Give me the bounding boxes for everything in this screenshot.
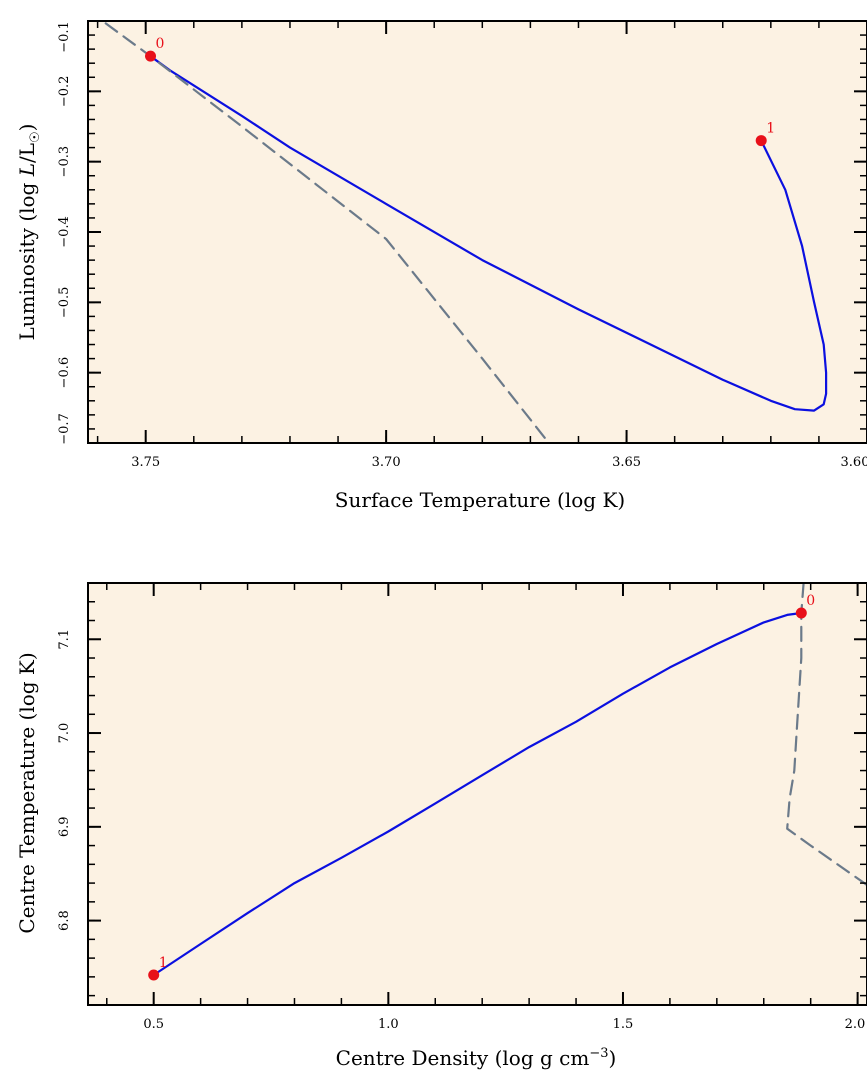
top-panel-plot: 0 1 3.75 3.70 3.65 3.60 −0.7 −0.6 −0.5 −0.4 −0.3 −… — [15, 20, 867, 512]
top-panel-background — [88, 21, 867, 443]
bottom-panel-background — [88, 583, 867, 1005]
top-panel-x-tick-label: 3.60 — [841, 455, 867, 470]
bottom-panel-x-axis-title: Centre Density (log g cm−3) — [336, 1046, 617, 1070]
bottom-panel-y-axis-title: Centre Temperature (log K) — [15, 652, 39, 933]
top-panel-frame — [87, 20, 867, 444]
bottom-panel-y-tick-label: 6.9 — [57, 816, 72, 837]
bottom-panel-x-tick-label: 2.0 — [845, 1017, 866, 1032]
bottom-panel-point-0 — [795, 607, 807, 619]
top-panel-y-tick-label: −0.7 — [57, 413, 72, 445]
top-panel-y-tick-label: −0.4 — [57, 216, 72, 248]
top-panel-y-axis-title: Luminosity (log L/L☉) — [15, 124, 43, 341]
bottom-panel-evolution-track-line — [152, 611, 803, 977]
top-panel-point-label-1: 1 — [766, 121, 775, 137]
top-panel-x-tick-label: 3.65 — [612, 455, 641, 470]
top-panel-y-tick-label: −0.3 — [57, 146, 72, 178]
top-panel-x-tick-label: 3.75 — [131, 455, 160, 470]
bottom-panel-y-tick-label: 7.1 — [57, 629, 72, 650]
top-panel-y-tick-label: −0.5 — [57, 287, 72, 319]
top-panel-point-0 — [145, 50, 157, 62]
top-panel-y-tick-label: −0.6 — [57, 357, 72, 389]
bottom-panel-point-1 — [148, 969, 160, 981]
bottom-panel-point-label-0: 0 — [806, 593, 815, 609]
top-panel-evolution-track-line — [149, 55, 828, 412]
bottom-panel-dashed-track-line — [786, 583, 867, 887]
bottom-panel-point-label-1: 1 — [159, 955, 168, 971]
bottom-panel-x-tick-label: 1.5 — [613, 1017, 634, 1032]
top-panel-point-1 — [755, 135, 767, 147]
top-panel-point-label-0: 0 — [156, 36, 165, 52]
bottom-panel-y-tick-label: 6.8 — [57, 910, 72, 931]
bottom-panel-x-tick-label: 1.0 — [378, 1017, 399, 1032]
top-panel-x-axis-title: Surface Temperature (log K) — [335, 488, 625, 512]
top-panel-x-tick-label: 3.70 — [372, 455, 401, 470]
bottom-panel-y-tick-label: 7.0 — [57, 723, 72, 744]
top-panel-y-tick-label: −0.2 — [57, 76, 72, 108]
top-panel-y-tick-label: −0.1 — [57, 21, 72, 53]
bottom-panel-frame — [87, 582, 867, 1006]
bottom-panel-plot: 0 1 0.5 1.0 1.5 2.0 6.8 6.9 7.0 7.1 Centre Densi… — [15, 582, 867, 1070]
bottom-panel-x-tick-label: 0.5 — [143, 1017, 164, 1032]
